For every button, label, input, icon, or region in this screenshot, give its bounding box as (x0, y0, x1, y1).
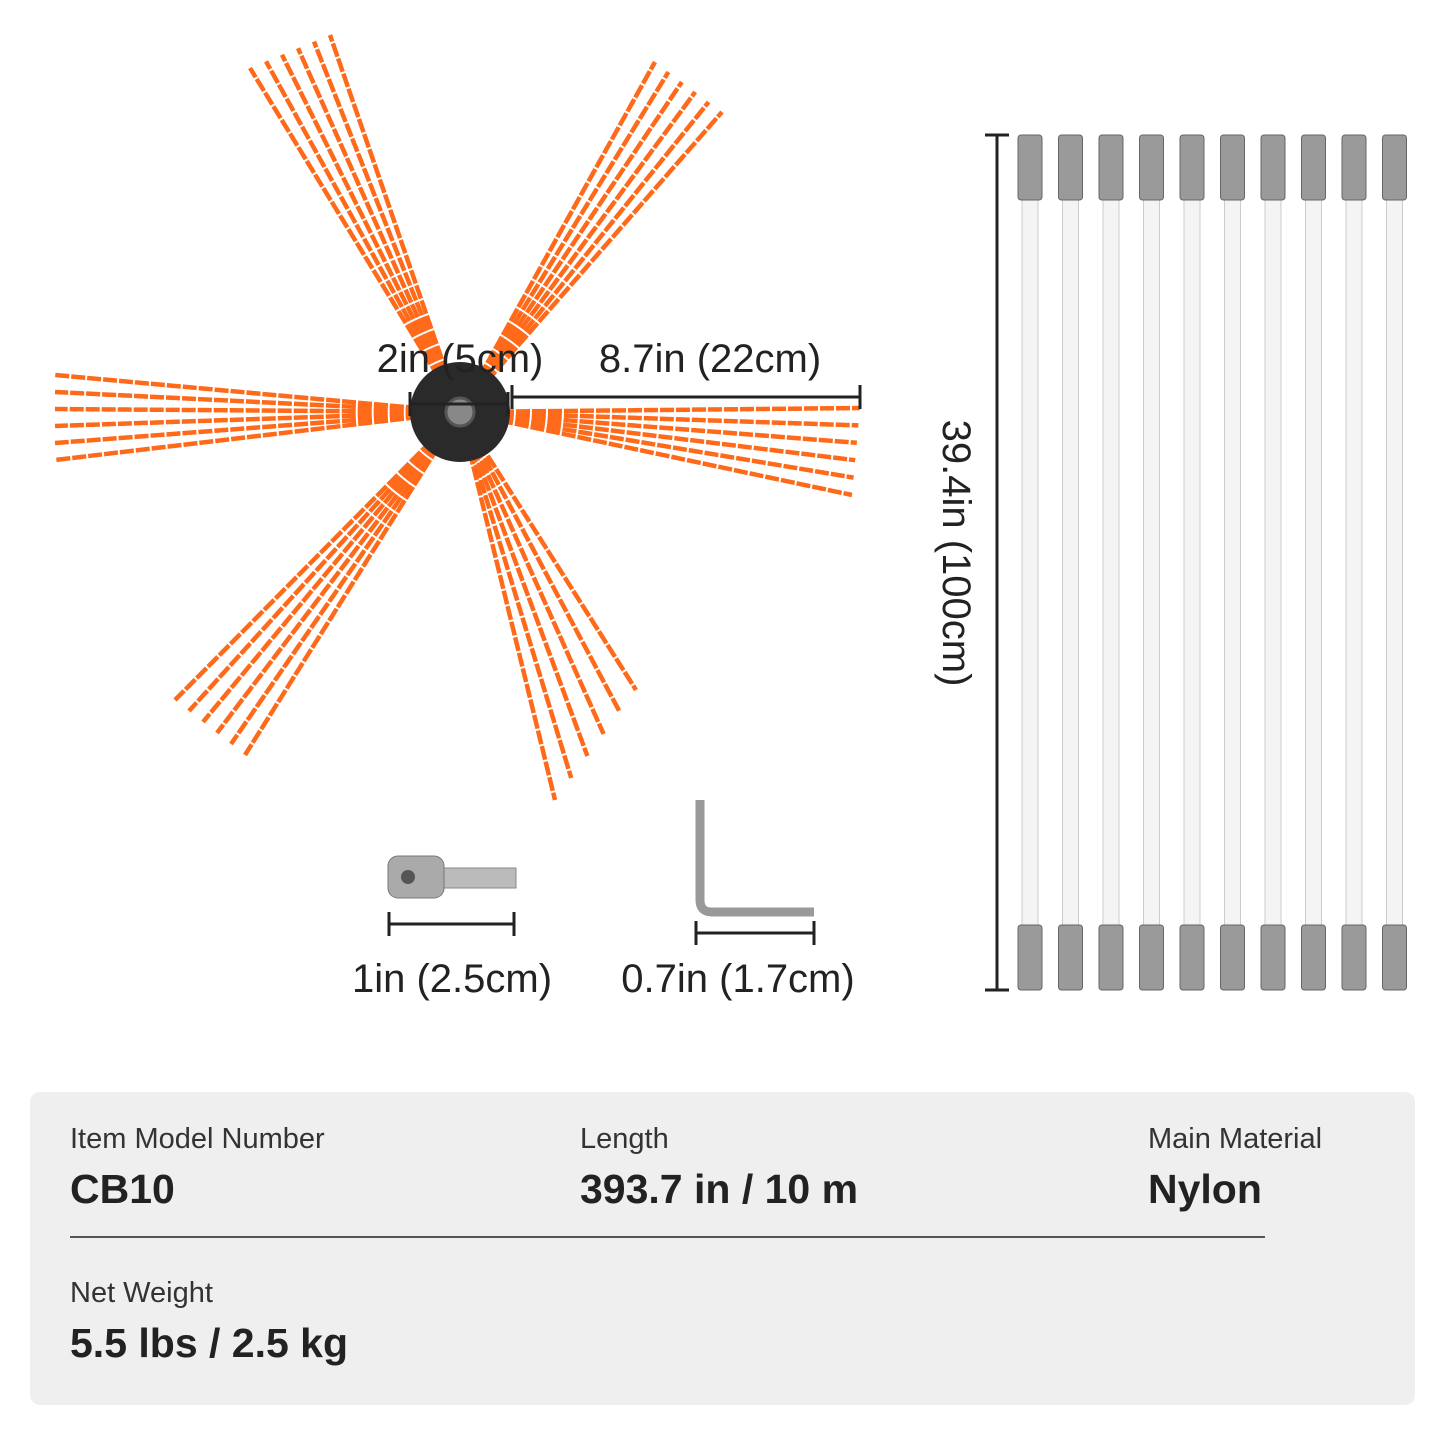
bristle (463, 434, 558, 801)
bristle (464, 433, 574, 779)
bristle (472, 90, 698, 395)
adapter-size: 1in (2.5cm) (352, 957, 552, 1001)
bristle (295, 47, 453, 392)
bristle (474, 110, 724, 396)
spec-label: Item Model Number (70, 1123, 325, 1155)
rod-cap (1139, 134, 1164, 201)
spec-value: CB10 (70, 1166, 175, 1212)
bristle (483, 414, 853, 498)
bristle (483, 405, 861, 415)
spec-value: 5.5 lbs / 2.5 kg (70, 1320, 348, 1366)
rod-cap (1098, 924, 1124, 991)
bristle (473, 100, 711, 395)
bristle (466, 430, 606, 735)
rods (1017, 134, 1407, 991)
rod (1102, 194, 1120, 931)
spec-label: Net Weight (70, 1277, 213, 1309)
bristle (469, 60, 657, 393)
rod-cap (1139, 924, 1164, 991)
bristle (54, 389, 436, 414)
rod-cap (1220, 924, 1245, 991)
rod (1062, 194, 1079, 931)
bristle (264, 60, 451, 393)
spec-label: Main Material (1148, 1123, 1322, 1155)
bristle (248, 66, 450, 393)
rod-cap (1382, 134, 1407, 201)
rod-cap (1382, 924, 1407, 991)
bristle (54, 406, 436, 415)
spec-label: Length (580, 1123, 669, 1155)
rod-cap (1301, 134, 1326, 201)
rod-cap (1017, 134, 1043, 201)
rod (1305, 194, 1322, 931)
rod (1224, 194, 1241, 931)
rod-cap (1341, 924, 1367, 991)
bristle (471, 80, 684, 394)
bristle (279, 53, 452, 392)
key-size: 0.7in (1.7cm) (621, 957, 854, 1001)
bristle (54, 411, 436, 446)
rod-length: 39.4in (100cm) (934, 420, 978, 687)
bristle (201, 429, 447, 724)
bristle (483, 413, 854, 480)
spec-value: 393.7 in / 10 m (580, 1166, 858, 1212)
rod (1264, 194, 1282, 931)
rod-cap (1341, 134, 1367, 201)
rod-cap (1260, 134, 1286, 201)
hub-size: 2in (5cm) (377, 337, 544, 381)
rod (1386, 194, 1403, 931)
bristle (470, 70, 671, 393)
bristle (187, 428, 446, 713)
rod-cap (1058, 924, 1083, 991)
rod-cap (1179, 924, 1205, 991)
rod-cap (1220, 134, 1245, 201)
bristle (327, 34, 455, 391)
dimension-lines (387, 133, 1009, 992)
bristle (467, 428, 622, 714)
rod (1143, 194, 1160, 931)
brush (54, 34, 861, 801)
rod-cap (1098, 134, 1124, 201)
adapter (387, 855, 517, 899)
bristle (173, 427, 445, 702)
spec-panel (30, 1092, 1415, 1405)
bristle (215, 429, 448, 735)
bristle (465, 431, 590, 757)
rod-cap (1301, 924, 1326, 991)
hub-socket (444, 396, 476, 428)
spec-value: Nylon (1148, 1166, 1262, 1212)
bristle (483, 410, 859, 428)
rod-cap (1017, 924, 1043, 991)
rod (1183, 194, 1201, 931)
hex-key (695, 800, 814, 917)
bristle (311, 40, 454, 391)
bristle (229, 430, 449, 746)
bristle-length: 8.7in (22cm) (599, 337, 821, 381)
rod (1345, 194, 1363, 931)
rod-cap (1179, 134, 1205, 201)
bristle (243, 431, 450, 757)
bristle (483, 412, 856, 463)
rod-cap (1058, 134, 1083, 201)
bristle (483, 411, 857, 446)
bristle (54, 410, 436, 429)
bristle (468, 427, 638, 692)
rod (1021, 194, 1039, 931)
rod-cap (1260, 924, 1286, 991)
